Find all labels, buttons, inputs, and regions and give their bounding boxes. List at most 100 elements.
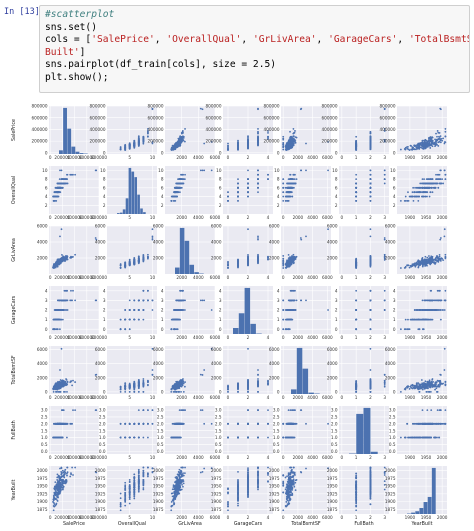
scatter-point (133, 140, 136, 143)
scatter-point (410, 145, 413, 147)
scatter-point (369, 135, 372, 138)
scatter-point (439, 169, 442, 172)
tick-label: 3 (383, 275, 386, 280)
scatter-point (327, 169, 329, 172)
scatter-point (137, 259, 140, 262)
scatter-point (436, 255, 439, 258)
scatter-point (404, 195, 407, 198)
tick-label: 1 (355, 275, 358, 280)
scatter-point (247, 135, 249, 138)
scatter-point (428, 195, 431, 198)
scatter-point (383, 130, 386, 132)
scatter-point (175, 182, 178, 185)
scatter-point (355, 143, 358, 146)
tick-label: 0 (227, 275, 230, 280)
scatter-point (430, 143, 433, 146)
tick-label: 10 (390, 168, 396, 173)
code-token: , (397, 34, 409, 46)
scatter-point (286, 259, 288, 262)
tick-label: 400000 (148, 127, 164, 132)
tick-label: 2000 (37, 256, 48, 261)
scatter-point (416, 261, 418, 264)
scatter-point (420, 182, 423, 185)
scatter-point (292, 253, 295, 256)
scatter-point (227, 191, 229, 194)
scatter-point (410, 264, 413, 267)
tick-label: 6 (45, 185, 48, 190)
tick-label: 6000 (153, 224, 164, 229)
scatter-point (419, 182, 422, 185)
tick-label: 200000 (380, 139, 396, 144)
scatter-point (128, 147, 131, 150)
scatter-point (66, 173, 69, 176)
scatter-point (61, 182, 63, 185)
scatter-point (174, 200, 177, 202)
scatter-point (257, 108, 259, 111)
scatter-point (420, 258, 423, 260)
scatter-point (257, 140, 259, 143)
scatter-point (119, 146, 122, 148)
scatter-point (425, 186, 428, 189)
scatter-point (423, 186, 426, 189)
scatter-point (437, 178, 440, 180)
scatter-point (227, 142, 229, 145)
scatter-point (55, 264, 58, 266)
code-token: , (316, 34, 329, 46)
scatter-point (355, 191, 358, 194)
scatter-point (420, 144, 423, 146)
tick-label: 2000 (211, 256, 222, 261)
tick-label: 400000 (67, 155, 83, 160)
scatter-point (151, 108, 154, 111)
scatter-point (429, 191, 432, 194)
scatter-point (66, 258, 69, 261)
scatter-point (227, 264, 229, 267)
scatter-point (421, 178, 424, 180)
tick-label: 600000 (322, 115, 338, 120)
scatter-point (151, 235, 154, 238)
scatter-point (383, 108, 386, 111)
scatter-point (438, 135, 440, 138)
scatter-point (180, 140, 183, 142)
scatter-point (383, 173, 386, 176)
histogram-bar (175, 267, 180, 274)
tick-label: 3 (383, 155, 386, 160)
scatter-point (425, 145, 428, 148)
histogram-bar (119, 212, 123, 214)
tick-label: 4000 (307, 275, 318, 280)
code-token: 'OverallQual' (166, 34, 242, 46)
scatter-point (369, 259, 372, 262)
tick-label: 10 (158, 168, 164, 173)
scatter-point (418, 144, 421, 147)
histogram-bar (79, 153, 84, 154)
scatter-point (415, 148, 417, 151)
scatter-point (435, 173, 437, 176)
tick-label: 2000 (437, 155, 448, 160)
scatter-point (355, 146, 358, 149)
scatter-point (282, 200, 285, 202)
scatter-point (355, 265, 358, 268)
scatter-point (383, 139, 386, 142)
scatter-point (128, 144, 131, 147)
scatter-point (147, 130, 149, 132)
code-editor[interactable]: #scatterplot sns.set() cols = ['SalePrice'… (39, 5, 470, 93)
scatter-point (435, 182, 438, 185)
scatter-point (431, 145, 434, 148)
histogram-bar (63, 107, 67, 154)
scatter-point (292, 143, 295, 145)
tick-label: 4 (103, 194, 106, 199)
tick-label: 10 (42, 168, 48, 173)
scatter-point (429, 259, 432, 262)
scatter-point (70, 173, 72, 176)
scatter-point (282, 178, 285, 180)
scatter-point (175, 143, 178, 146)
tick-label: 800000 (32, 104, 48, 109)
scatter-point (399, 267, 402, 269)
scatter-point (176, 145, 179, 148)
scatter-point (440, 137, 443, 140)
tick-label: 8 (277, 177, 280, 182)
histogram-bar (122, 209, 126, 214)
scatter-point (434, 261, 437, 264)
